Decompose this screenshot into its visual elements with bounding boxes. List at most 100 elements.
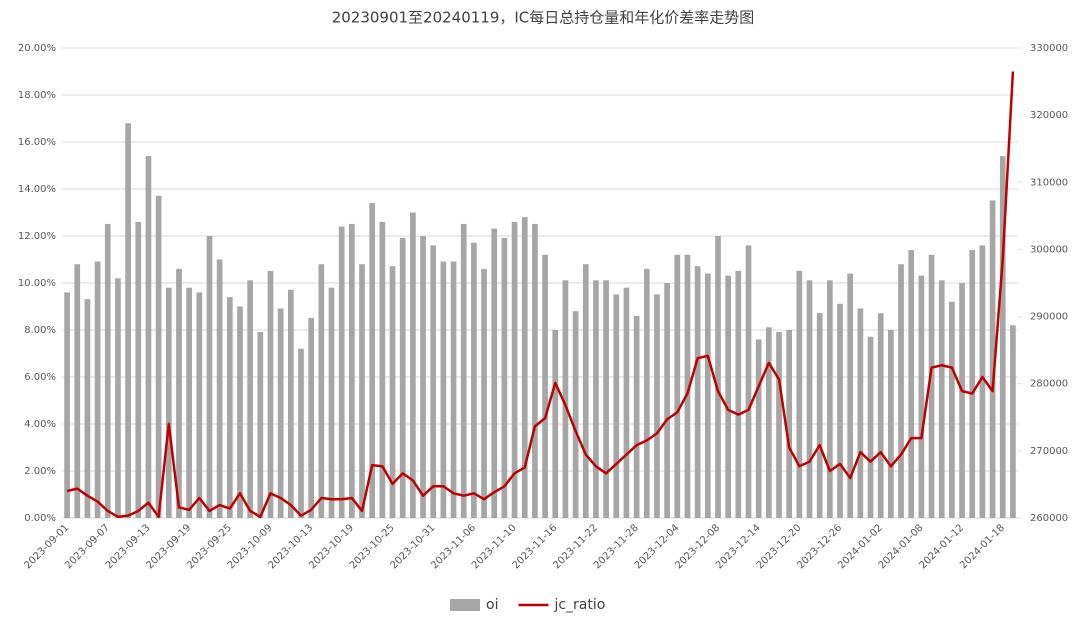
legend-label: oi (486, 597, 498, 613)
bar (460, 223, 467, 518)
bar (786, 330, 793, 518)
bar (1010, 325, 1016, 518)
line (66, 71, 1015, 519)
bar (135, 221, 142, 518)
y2-tick-label: 290000 (1030, 312, 1068, 323)
bar (359, 264, 365, 518)
y2-tick-label: 310000 (1030, 177, 1068, 188)
bar (796, 270, 803, 518)
y2-tick-label: 260000 (1030, 513, 1068, 524)
bar (643, 268, 650, 518)
y-tick-label: 0.00% (24, 513, 56, 524)
y-tick-label: 2.00% (24, 466, 56, 477)
bar (989, 200, 996, 518)
bar (328, 287, 335, 518)
y2-tick-label: 320000 (1030, 110, 1068, 121)
y2-tick-label: 270000 (1030, 446, 1068, 457)
bar (115, 278, 121, 518)
bar (542, 254, 548, 519)
bar (633, 315, 640, 518)
y2-tick-label: 280000 (1030, 379, 1068, 390)
bar (908, 250, 915, 518)
bar (867, 336, 874, 518)
bar (999, 156, 1006, 518)
bar (196, 292, 203, 518)
bar (64, 292, 70, 518)
bar (430, 245, 437, 518)
bar (440, 261, 447, 518)
bar (84, 299, 91, 518)
bar (847, 273, 854, 518)
bar (349, 223, 355, 518)
bar (308, 317, 315, 518)
bar (399, 238, 406, 518)
bar (949, 301, 955, 518)
legend-label: jc_ratio (553, 597, 605, 613)
y-tick-label: 16.00% (18, 137, 56, 148)
bar (298, 348, 304, 518)
bar (226, 297, 233, 518)
bar (623, 287, 630, 518)
bar (664, 283, 670, 518)
bar (410, 212, 416, 518)
y-tick-label: 8.00% (24, 325, 56, 336)
chart-title: 20230901至20240119，IC每日总持仓量和年化价差率走势图 (332, 9, 755, 27)
bar (267, 270, 274, 518)
bar (959, 283, 965, 518)
bar (603, 280, 609, 518)
bar (745, 245, 752, 518)
bar (471, 242, 477, 518)
y-tick-label: 4.00% (24, 419, 56, 430)
bar (247, 280, 253, 518)
bar (715, 236, 721, 518)
bar (806, 280, 813, 518)
bar (511, 221, 518, 518)
bar (104, 223, 111, 518)
bar (491, 228, 498, 518)
y-tick-label: 12.00% (18, 231, 56, 242)
bar (755, 339, 762, 518)
bar (277, 308, 284, 518)
y-tick-label: 20.00% (18, 43, 56, 54)
bar (928, 254, 935, 519)
bar (420, 236, 426, 518)
bar (674, 254, 681, 519)
bar (582, 264, 589, 518)
bar (206, 236, 213, 518)
bar (125, 123, 131, 518)
bar (562, 280, 569, 518)
bar (725, 275, 731, 518)
bar (552, 330, 559, 518)
y-tick-label: 14.00% (18, 184, 56, 195)
bar (287, 289, 294, 518)
bar (898, 264, 904, 518)
legend-swatch (450, 599, 480, 611)
bar (257, 332, 264, 518)
bar (979, 245, 986, 518)
y-tick-label: 18.00% (18, 90, 56, 101)
bar (389, 266, 396, 518)
bar (338, 226, 345, 518)
bar (877, 313, 884, 518)
bar (694, 266, 701, 518)
bar (593, 280, 599, 518)
bar (379, 221, 386, 518)
bar (837, 303, 843, 518)
bar (501, 238, 508, 518)
bar (776, 332, 782, 518)
bar (74, 264, 81, 518)
bar (857, 308, 864, 518)
bar (827, 280, 833, 518)
bar (532, 223, 538, 518)
bar (816, 313, 823, 518)
bar (318, 264, 325, 518)
bar (186, 287, 192, 518)
bar (572, 311, 579, 518)
bar (145, 156, 152, 518)
bar (704, 273, 711, 518)
bar (165, 287, 172, 518)
bar (237, 306, 243, 518)
bar (481, 268, 487, 518)
bar (918, 275, 925, 518)
bar (369, 203, 376, 518)
